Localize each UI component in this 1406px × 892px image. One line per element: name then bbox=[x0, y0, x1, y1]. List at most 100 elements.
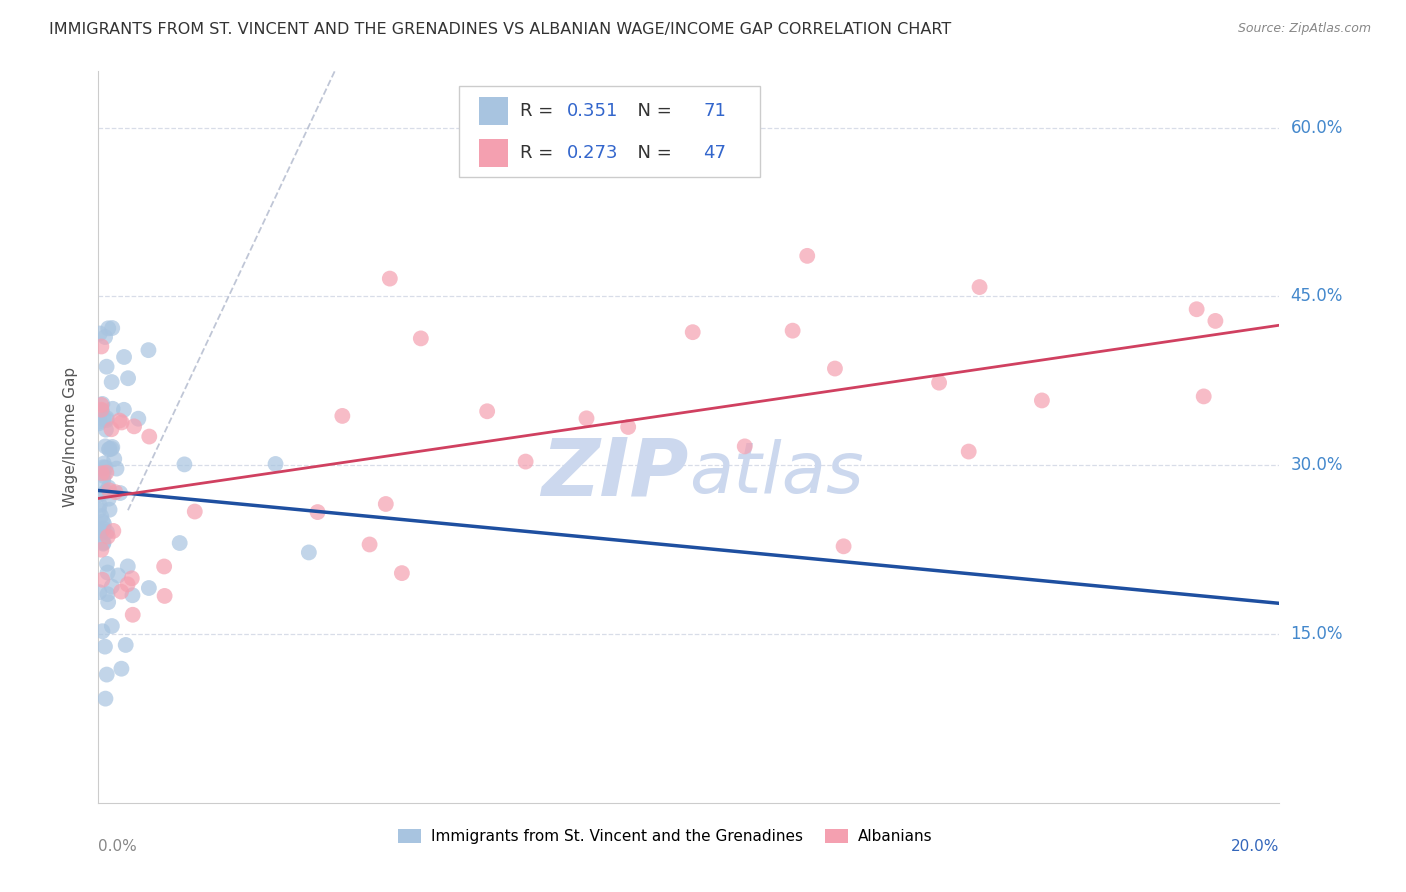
Point bbox=[138, 429, 160, 443]
Point bbox=[94, 423, 117, 437]
Point bbox=[98, 502, 121, 516]
Point bbox=[101, 321, 124, 335]
Point bbox=[91, 573, 114, 587]
Point bbox=[121, 588, 143, 602]
Point bbox=[782, 324, 804, 338]
Point bbox=[98, 442, 121, 457]
FancyBboxPatch shape bbox=[458, 86, 759, 178]
Point bbox=[103, 452, 125, 467]
Y-axis label: Wage/Income Gap: Wage/Income Gap bbox=[63, 367, 77, 508]
Text: 20.0%: 20.0% bbox=[1232, 839, 1279, 855]
Point bbox=[90, 403, 112, 417]
Text: N =: N = bbox=[626, 102, 678, 120]
Text: 15.0%: 15.0% bbox=[1291, 625, 1343, 643]
Bar bbox=[478, 139, 508, 167]
Text: R =: R = bbox=[520, 102, 560, 120]
Point bbox=[87, 523, 110, 537]
Point bbox=[93, 412, 115, 426]
Point bbox=[184, 504, 207, 518]
Point bbox=[96, 587, 118, 601]
Point bbox=[515, 454, 537, 468]
Point bbox=[298, 545, 321, 559]
Point bbox=[91, 460, 114, 475]
Point bbox=[94, 484, 117, 499]
Point bbox=[734, 439, 756, 453]
Point bbox=[93, 457, 115, 471]
Point bbox=[90, 339, 112, 353]
Point bbox=[117, 577, 139, 591]
Point bbox=[103, 524, 125, 538]
Text: Source: ZipAtlas.com: Source: ZipAtlas.com bbox=[1237, 22, 1371, 36]
Point bbox=[378, 271, 401, 285]
Point bbox=[112, 350, 135, 364]
Point bbox=[94, 330, 117, 344]
Point bbox=[91, 473, 114, 487]
Point bbox=[1031, 393, 1053, 408]
Point bbox=[90, 402, 112, 417]
Text: 47: 47 bbox=[703, 144, 725, 161]
Point bbox=[96, 359, 118, 374]
Point bbox=[374, 497, 396, 511]
Legend: Immigrants from St. Vincent and the Grenadines, Albanians: Immigrants from St. Vincent and the Gren… bbox=[392, 822, 938, 850]
Point bbox=[153, 589, 176, 603]
Point bbox=[94, 691, 117, 706]
Point bbox=[108, 413, 131, 427]
Point bbox=[117, 559, 139, 574]
Point bbox=[94, 439, 117, 453]
Point bbox=[110, 662, 132, 676]
Text: 60.0%: 60.0% bbox=[1291, 119, 1343, 136]
Point bbox=[173, 458, 195, 472]
Point bbox=[107, 568, 129, 582]
Text: R =: R = bbox=[520, 144, 560, 161]
Point bbox=[98, 483, 121, 498]
Point bbox=[105, 461, 128, 475]
Point bbox=[832, 539, 855, 553]
Point bbox=[96, 411, 118, 425]
Point bbox=[110, 416, 132, 430]
Text: IMMIGRANTS FROM ST. VINCENT AND THE GRENADINES VS ALBANIAN WAGE/INCOME GAP CORRE: IMMIGRANTS FROM ST. VINCENT AND THE GREN… bbox=[49, 22, 952, 37]
Point bbox=[89, 498, 111, 512]
Point bbox=[122, 419, 145, 434]
Point bbox=[90, 398, 112, 412]
Point bbox=[89, 525, 111, 540]
Point bbox=[359, 537, 381, 551]
Point bbox=[112, 402, 135, 417]
Point bbox=[153, 559, 176, 574]
Point bbox=[91, 537, 114, 551]
Point bbox=[138, 343, 160, 358]
Point bbox=[98, 442, 121, 457]
Point bbox=[1204, 314, 1226, 328]
Point bbox=[307, 505, 329, 519]
Bar bbox=[478, 96, 508, 125]
Point bbox=[96, 525, 118, 540]
Point bbox=[101, 440, 124, 454]
Point bbox=[409, 331, 432, 345]
Point bbox=[796, 249, 818, 263]
Point bbox=[575, 411, 598, 425]
Point bbox=[87, 488, 110, 502]
Point bbox=[93, 516, 115, 531]
Text: 71: 71 bbox=[703, 102, 725, 120]
Text: atlas: atlas bbox=[689, 439, 863, 508]
Point bbox=[1192, 389, 1215, 403]
Point bbox=[96, 466, 118, 480]
Point bbox=[97, 595, 120, 609]
Point bbox=[96, 413, 118, 427]
Point bbox=[108, 486, 131, 500]
Point bbox=[91, 624, 114, 639]
Point bbox=[100, 442, 122, 456]
Point bbox=[617, 420, 640, 434]
Point bbox=[475, 404, 498, 418]
Point bbox=[169, 536, 191, 550]
Point bbox=[94, 460, 117, 475]
Point bbox=[91, 515, 114, 529]
Point bbox=[928, 376, 950, 390]
Point bbox=[97, 321, 120, 335]
Point bbox=[682, 325, 704, 339]
Point bbox=[101, 401, 124, 416]
Point bbox=[121, 571, 143, 585]
Point bbox=[90, 509, 112, 524]
Point bbox=[1185, 302, 1208, 317]
Point bbox=[138, 581, 160, 595]
Point bbox=[391, 566, 413, 581]
